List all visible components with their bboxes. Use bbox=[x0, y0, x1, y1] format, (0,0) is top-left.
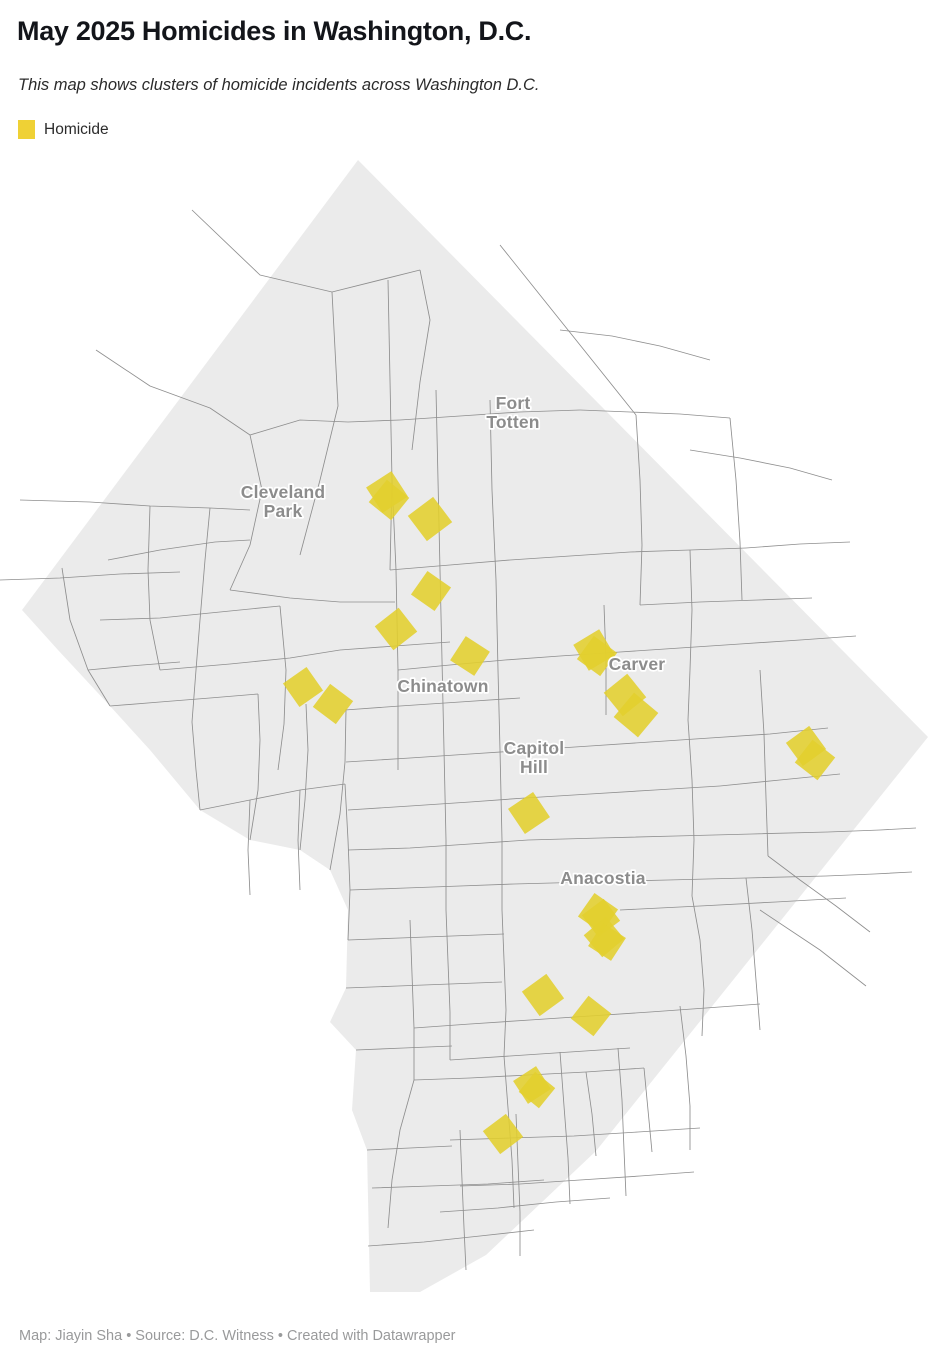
page-title: May 2025 Homicides in Washington, D.C. bbox=[17, 16, 532, 46]
legend-swatch-homicide bbox=[18, 120, 35, 139]
neighborhood-boundaries bbox=[0, 209, 917, 1271]
homicide-marker[interactable] bbox=[794, 739, 836, 781]
homicide-marker[interactable] bbox=[613, 692, 659, 738]
homicide-marker[interactable] bbox=[374, 607, 418, 651]
homicide-marker[interactable] bbox=[312, 683, 354, 725]
map-place-labels: Fort Totten Cleveland Park Chinatown Carver Ca… bbox=[239, 391, 667, 889]
homicide-marker[interactable] bbox=[482, 1113, 524, 1155]
map-label-cleveland-park: Cleveland Park bbox=[241, 482, 325, 521]
dc-map-svg[interactable]: Fort Totten Cleveland Park Chinatown Carver Ca… bbox=[0, 150, 944, 1310]
homicide-markers[interactable] bbox=[282, 471, 836, 1155]
map-label-capitol-hill: Capitol Hill bbox=[504, 738, 565, 777]
legend-label-homicide: Homicide bbox=[44, 120, 109, 138]
map-label-fort-totten: Fort Totten bbox=[486, 393, 539, 432]
homicide-marker[interactable] bbox=[450, 636, 490, 676]
map-container[interactable]: Fort Totten Cleveland Park Chinatown Carver Ca… bbox=[0, 150, 944, 1310]
homicide-marker[interactable] bbox=[521, 973, 565, 1017]
map-credit: Map: Jiayin Sha • Source: D.C. Witness •… bbox=[19, 1328, 456, 1344]
homicide-marker[interactable] bbox=[508, 792, 550, 834]
page-subtitle: This map shows clusters of homicide inci… bbox=[18, 76, 540, 94]
homicide-marker[interactable] bbox=[368, 479, 410, 521]
homicide-marker[interactable] bbox=[407, 496, 453, 542]
homicide-marker[interactable] bbox=[576, 635, 618, 677]
homicide-marker[interactable] bbox=[410, 570, 452, 612]
homicide-marker[interactable] bbox=[282, 666, 324, 708]
map-label-carver: Carver bbox=[609, 654, 666, 674]
map-landmass bbox=[22, 160, 928, 1292]
legend: Homicide bbox=[18, 120, 109, 139]
map-label-anacostia: Anacostia bbox=[560, 868, 646, 888]
homicide-marker[interactable] bbox=[570, 995, 612, 1037]
homicide-marker[interactable] bbox=[518, 1071, 556, 1109]
homicide-marker[interactable] bbox=[588, 923, 626, 961]
map-label-chinatown: Chinatown bbox=[397, 676, 488, 696]
